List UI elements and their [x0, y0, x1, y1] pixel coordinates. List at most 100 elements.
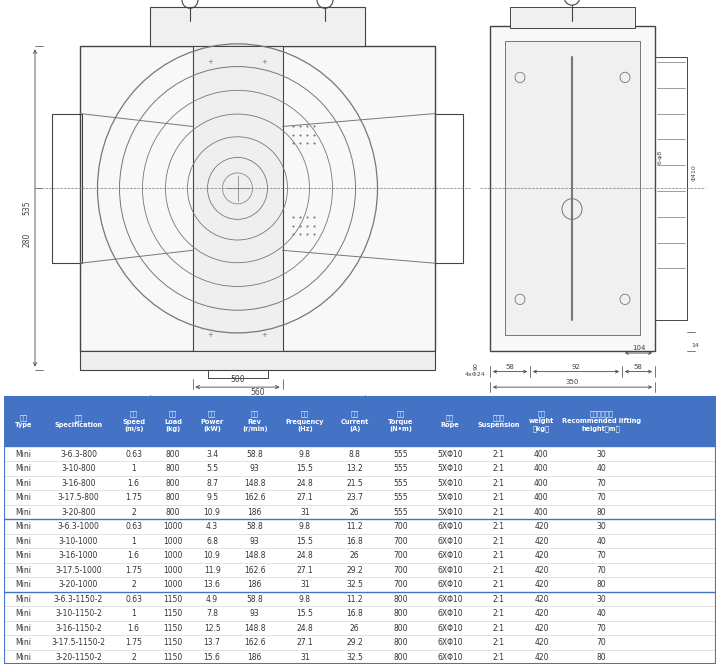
Text: 6XΦ10: 6XΦ10 — [437, 566, 463, 574]
Text: 555: 555 — [394, 478, 408, 488]
Text: 9.8: 9.8 — [299, 595, 311, 604]
Text: 70: 70 — [596, 623, 606, 633]
Text: 1150: 1150 — [163, 609, 182, 618]
Text: 800: 800 — [166, 464, 180, 473]
Text: 1: 1 — [131, 609, 136, 618]
Bar — [192, 46, 282, 351]
Text: 频率
Frequency
(Hz): 频率 Frequency (Hz) — [286, 411, 324, 432]
Text: 1000: 1000 — [163, 522, 183, 531]
Text: 420: 420 — [534, 522, 549, 531]
Text: Mini: Mini — [15, 551, 31, 560]
Text: 2:1: 2:1 — [492, 609, 505, 618]
Text: 31: 31 — [300, 652, 310, 662]
Text: 162.6: 162.6 — [244, 493, 266, 502]
Text: 420: 420 — [534, 551, 549, 560]
Text: Mini: Mini — [15, 566, 31, 574]
Text: 型号
Type: 型号 Type — [14, 414, 32, 429]
Text: 400: 400 — [534, 507, 549, 517]
Text: 3-10-1150-2: 3-10-1150-2 — [55, 609, 102, 618]
Text: 13.6: 13.6 — [204, 580, 220, 589]
Bar — [490, 25, 655, 351]
Text: 800: 800 — [394, 609, 408, 618]
Text: 800: 800 — [394, 652, 408, 662]
Text: 1.6: 1.6 — [127, 551, 140, 560]
Text: 2:1: 2:1 — [492, 580, 505, 589]
Text: 700: 700 — [394, 551, 408, 560]
Text: 700: 700 — [394, 537, 408, 546]
Text: 26: 26 — [350, 623, 359, 633]
Text: 1000: 1000 — [163, 551, 183, 560]
Text: 24.8: 24.8 — [297, 478, 313, 488]
Text: 电流
Current
(A): 电流 Current (A) — [341, 411, 369, 432]
Text: 2:1: 2:1 — [492, 652, 505, 662]
Text: 80: 80 — [596, 580, 606, 589]
Text: 2:1: 2:1 — [492, 566, 505, 574]
Text: 420: 420 — [534, 537, 549, 546]
Text: 11.9: 11.9 — [204, 566, 220, 574]
Text: 1.6: 1.6 — [127, 623, 140, 633]
Text: 420: 420 — [534, 609, 549, 618]
Text: 58.8: 58.8 — [246, 450, 264, 459]
Text: 2:1: 2:1 — [492, 638, 505, 647]
Text: 4.9: 4.9 — [206, 595, 218, 604]
Text: 40: 40 — [596, 464, 606, 473]
Text: 2: 2 — [131, 580, 136, 589]
Text: 29.2: 29.2 — [346, 566, 363, 574]
Text: 载重
Load
(kg): 载重 Load (kg) — [164, 411, 182, 432]
Text: 70: 70 — [596, 638, 606, 647]
Text: 148.8: 148.8 — [244, 551, 266, 560]
Text: Mini: Mini — [15, 537, 31, 546]
Text: 1: 1 — [131, 537, 136, 546]
Text: 推荐提升高度
Recommended lifting
height（m）: 推荐提升高度 Recommended lifting height（m） — [562, 410, 641, 433]
Text: 3-17.5-1150-2: 3-17.5-1150-2 — [51, 638, 105, 647]
Bar — [655, 57, 687, 320]
Bar — [150, 7, 365, 46]
Text: 1000: 1000 — [163, 566, 183, 574]
Text: 23.7: 23.7 — [346, 493, 363, 502]
Text: 1000: 1000 — [163, 580, 183, 589]
Text: 5XΦ10: 5XΦ10 — [437, 478, 463, 488]
Text: Mini: Mini — [15, 580, 31, 589]
Text: 32.5: 32.5 — [346, 580, 363, 589]
Text: 4xΦ24: 4xΦ24 — [464, 372, 485, 377]
Text: 162.6: 162.6 — [244, 638, 266, 647]
Text: 16.8: 16.8 — [346, 537, 363, 546]
Text: 2:1: 2:1 — [492, 507, 505, 517]
Text: 29.2: 29.2 — [346, 638, 363, 647]
Text: 186: 186 — [248, 652, 262, 662]
Text: 3-17.5-1000: 3-17.5-1000 — [55, 566, 102, 574]
Text: 11.2: 11.2 — [346, 595, 363, 604]
Text: Mini: Mini — [15, 478, 31, 488]
Text: 555: 555 — [394, 507, 408, 517]
Text: 8.7: 8.7 — [206, 478, 218, 488]
Text: +: + — [261, 59, 267, 65]
Text: 148.8: 148.8 — [244, 623, 266, 633]
Text: 27.1: 27.1 — [297, 638, 313, 647]
Text: 速度
Speed
(m/s): 速度 Speed (m/s) — [122, 411, 145, 432]
Text: 400: 400 — [534, 478, 549, 488]
Text: 8.8: 8.8 — [348, 450, 361, 459]
Text: Mini: Mini — [15, 638, 31, 647]
Text: 2: 2 — [131, 507, 136, 517]
Bar — [4, 396, 716, 447]
Text: 功率
Power
(kW): 功率 Power (kW) — [200, 411, 224, 432]
Text: 5.5: 5.5 — [206, 464, 218, 473]
Text: 70: 70 — [596, 551, 606, 560]
Text: 2:1: 2:1 — [492, 595, 505, 604]
Text: 1: 1 — [131, 464, 136, 473]
Text: 27.1: 27.1 — [297, 566, 313, 574]
Text: 420: 420 — [534, 595, 549, 604]
Text: 700: 700 — [394, 580, 408, 589]
Text: 2:1: 2:1 — [492, 537, 505, 546]
Text: 9.5: 9.5 — [206, 493, 218, 502]
Text: 6XΦ10: 6XΦ10 — [437, 595, 463, 604]
Text: 12.5: 12.5 — [204, 623, 220, 633]
Text: 3-6.3-1150-2: 3-6.3-1150-2 — [54, 595, 103, 604]
Text: 2:1: 2:1 — [492, 623, 505, 633]
Text: 70: 70 — [596, 566, 606, 574]
Text: 3-20-800: 3-20-800 — [61, 507, 96, 517]
Text: 92: 92 — [572, 364, 580, 370]
Text: 3-6.3-1000: 3-6.3-1000 — [58, 522, 99, 531]
Text: 3-6.3-800: 3-6.3-800 — [60, 450, 97, 459]
Text: 6XΦ10: 6XΦ10 — [437, 580, 463, 589]
